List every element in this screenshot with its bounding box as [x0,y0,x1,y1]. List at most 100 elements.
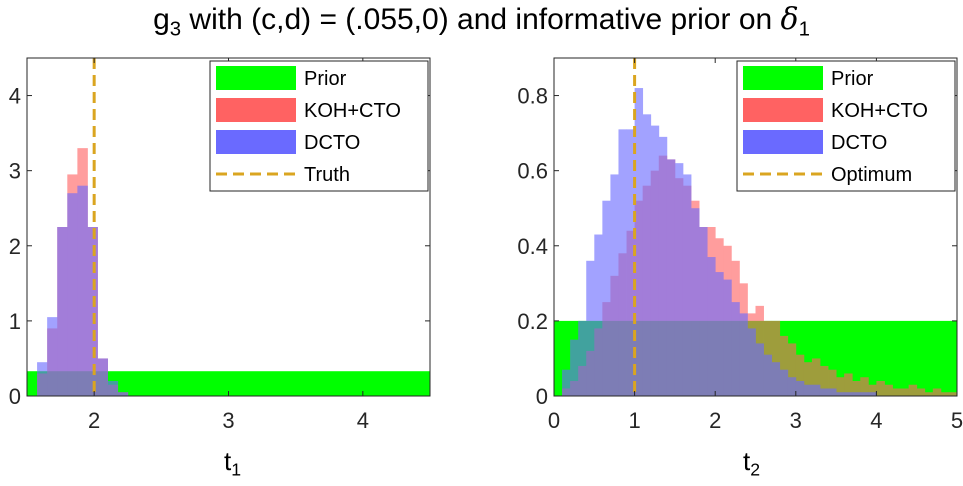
histogram-bar [707,257,716,396]
histogram-bar [779,335,789,396]
histogram-bar [819,388,829,396]
y-tick-label: 4 [9,84,21,109]
panel-1: 2 3 4 0 1 2 3 4 Prior KOH+CTO DCTO Truth [9,57,431,433]
histogram-bar [860,392,869,396]
legend-swatch [743,98,823,122]
histogram-bar [699,227,708,396]
histogram-bar [691,208,700,396]
histogram-bar [570,339,579,396]
histogram-bar [844,373,853,396]
histogram-bar [940,392,950,396]
histogram-bar [795,354,805,396]
histogram-bar [900,388,910,396]
series-dcto [562,88,877,397]
histogram-bar [578,320,587,396]
x-tick-label: 4 [357,408,369,433]
legend-label: Prior [831,68,874,90]
histogram-bar [852,380,861,396]
x-axis-label-2: t2 [743,446,761,480]
histogram-bar [828,369,837,396]
title-prefix-sub: 3 [169,18,182,41]
histogram-bar [811,384,821,396]
histogram-bar [67,193,78,396]
histogram-bar [771,362,781,396]
histogram-bar [803,362,813,396]
histogram-bar [892,388,901,396]
axes-box [553,57,958,397]
histogram-bar [844,392,853,396]
panel-2: 0 1 2 3 4 5 0 0.2 0.4 0.6 0.8 Prior KOH+CTO DCTO Optim… [517,57,963,433]
histogram-bar [562,369,571,396]
histogram-bar [618,129,627,396]
histogram-bar [828,388,837,396]
legend: Prior KOH+CTO DCTO Truth [209,60,429,192]
histogram-bar [924,392,934,396]
legend-swatch [216,66,296,90]
legend-swatch [743,130,823,154]
histogram-bar [852,392,861,396]
histogram-bar [876,380,885,396]
chart-title: g3 with (c,d) = (.055,0) and informative… [0,2,963,42]
histogram-bar [77,185,88,396]
histogram-bar [803,384,813,396]
title-prefix: g [153,3,170,36]
histogram-bar [731,302,740,396]
x-tick-label: 2 [709,408,721,433]
histogram-bar [747,328,756,396]
histogram-bar [836,377,845,396]
histogram-bar [642,114,652,396]
y-tick-label: 0.2 [517,309,548,334]
histogram-bar [723,279,732,396]
y-tick-label: 3 [9,159,21,184]
y-tick-label: 2 [9,234,21,259]
histogram-bar [586,260,595,396]
histogram-bar [117,392,129,396]
histogram-bar [682,174,692,396]
legend-label: DCTO [831,132,887,154]
histogram-bar [47,317,58,396]
title-middle: with (c,d) = (.055,0) and informative pr… [181,3,781,36]
histogram-bar [948,392,958,396]
histogram-bar [87,227,98,396]
legend: Prior KOH+CTO DCTO Optimum [736,60,956,192]
legend-swatch [216,98,296,122]
legend-label: KOH+CTO [831,100,928,122]
y-tick-label: 0.8 [517,84,548,109]
y-tick-label: 0 [9,384,21,409]
histogram-bar [57,227,68,396]
legend-label: DCTO [304,132,360,154]
histogram-bar [932,388,942,396]
legend-swatch [743,66,823,90]
histogram-bar [37,362,48,396]
histogram-bar [610,174,619,396]
title-symbol-sub: 1 [798,18,810,41]
x-tick-label: 2 [88,408,100,433]
histogram-bar [634,88,644,397]
histogram-bar [771,320,781,396]
histogram-bar [674,163,684,396]
histogram-bar [868,384,877,396]
title-symbol: δ [780,2,799,37]
histogram-bar [658,136,668,396]
histogram-bar [715,272,724,396]
histogram-bar [795,380,805,396]
x-tick-label: 4 [870,408,882,433]
histogram-bar [836,392,845,396]
histogram-bar [626,129,635,396]
histogram-bar [787,377,797,396]
histogram-bar [763,354,773,396]
series-dcto [37,185,129,396]
histogram-bar [908,384,918,396]
y-tick-label: 0.6 [517,159,548,184]
x-tick-label: 3 [222,408,234,433]
histogram-bar [779,369,789,396]
histogram-bar [97,358,108,396]
histogram-bar [811,358,821,396]
x-tick-label: 5 [951,408,963,433]
legend-label: Prior [304,68,347,90]
histogram-bar [860,377,869,396]
histogram-bar [650,125,660,396]
x-tick-label: 3 [790,408,802,433]
legend-swatch [216,130,296,154]
